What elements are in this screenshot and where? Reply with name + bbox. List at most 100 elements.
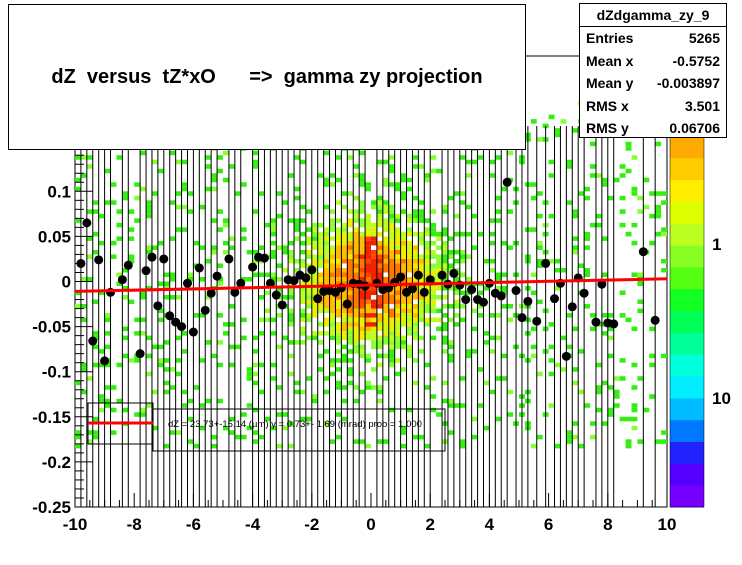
- histogram-cell: [140, 186, 147, 192]
- histogram-cell: [341, 358, 348, 363]
- histogram-cell: [211, 218, 218, 223]
- histogram-cell: [252, 407, 259, 413]
- histogram-cell: [341, 222, 348, 228]
- histogram-cell: [430, 394, 437, 399]
- histogram-cell: [353, 276, 360, 282]
- histogram-cell: [270, 425, 277, 431]
- histogram-cell: [424, 443, 431, 449]
- histogram-cell: [270, 331, 277, 336]
- histogram-cell: [365, 443, 371, 449]
- histogram-cell: [347, 155, 354, 160]
- histogram-cell: [554, 267, 561, 273]
- histogram-cell: [299, 326, 306, 332]
- histogram-cell: [483, 258, 490, 264]
- histogram-cell: [453, 213, 460, 219]
- histogram-cell: [311, 313, 318, 318]
- histogram-cell: [418, 164, 425, 169]
- histogram-cell: [453, 276, 460, 282]
- profile-point: [248, 262, 258, 272]
- histogram-cell: [347, 249, 354, 255]
- histogram-cell: [86, 376, 93, 381]
- histogram-cell: [382, 340, 389, 345]
- profile-point: [123, 260, 133, 270]
- histogram-cell: [560, 267, 567, 273]
- histogram-cell: [507, 150, 514, 156]
- histogram-cell: [400, 263, 407, 268]
- histogram-cell: [323, 258, 330, 264]
- histogram-cell: [329, 322, 336, 327]
- histogram-cell: [613, 177, 620, 183]
- histogram-cell: [465, 173, 472, 178]
- histogram-cell: [394, 182, 401, 187]
- histogram-cell: [661, 258, 667, 264]
- histogram-cell: [323, 204, 330, 210]
- histogram-cell: [489, 389, 496, 395]
- histogram-cell: [329, 304, 336, 309]
- histogram-cell: [258, 191, 265, 196]
- histogram-cell: [335, 299, 342, 305]
- histogram-cell: [341, 254, 348, 259]
- histogram-cell: [412, 267, 419, 273]
- histogram-cell: [276, 313, 283, 318]
- histogram-cell: [110, 240, 117, 246]
- histogram-cell: [376, 398, 383, 404]
- histogram-cell: [169, 295, 176, 300]
- histogram-cell: [412, 290, 419, 296]
- histogram-cell: [116, 281, 123, 287]
- histogram-cell: [181, 204, 188, 210]
- histogram-cell: [80, 367, 87, 372]
- histogram-cell: [140, 412, 147, 417]
- histogram-cell: [294, 195, 300, 201]
- histogram-cell: [317, 281, 324, 287]
- histogram-cell: [394, 299, 401, 305]
- histogram-cell: [566, 434, 573, 440]
- histogram-cell: [305, 295, 312, 300]
- histogram-cell: [347, 236, 354, 241]
- histogram-cell: [388, 317, 395, 323]
- histogram-cell: [436, 267, 443, 273]
- histogram-cell: [643, 204, 650, 210]
- histogram-cell: [282, 335, 289, 341]
- histogram-cell: [276, 443, 283, 449]
- histogram-cell: [590, 164, 596, 169]
- histogram-cell: [347, 349, 354, 354]
- histogram-cell: [335, 304, 342, 309]
- histogram-cell: [353, 258, 360, 264]
- profile-point: [135, 349, 145, 359]
- histogram-cell: [341, 245, 348, 250]
- histogram-cell: [406, 304, 413, 309]
- histogram-cell: [317, 222, 324, 228]
- histogram-cell: [442, 335, 448, 341]
- histogram-cell: [329, 258, 336, 264]
- histogram-cell: [116, 362, 123, 368]
- histogram-cell: [335, 340, 342, 345]
- histogram-cell: [442, 245, 448, 250]
- histogram-cell: [536, 434, 543, 440]
- histogram-cell: [388, 245, 395, 250]
- histogram-cell: [86, 164, 93, 169]
- histogram-cell: [311, 272, 318, 277]
- histogram-cell: [110, 200, 117, 205]
- histogram-cell: [465, 353, 472, 359]
- histogram-cell: [631, 222, 638, 228]
- histogram-cell: [613, 394, 620, 399]
- histogram-cell: [359, 353, 366, 359]
- histogram-cell: [459, 317, 466, 323]
- stats-key: RMS x: [586, 97, 629, 114]
- histogram-cell: [169, 385, 176, 390]
- profile-point: [88, 336, 98, 346]
- histogram-cell: [424, 173, 431, 178]
- histogram-cell: [382, 335, 389, 341]
- histogram-cell: [329, 227, 336, 232]
- histogram-cell: [376, 249, 383, 255]
- histogram-cell: [530, 353, 537, 359]
- histogram-cell: [501, 376, 508, 381]
- profile-point: [200, 305, 210, 315]
- histogram-cell: [376, 304, 383, 309]
- histogram-cell: [548, 173, 555, 178]
- histogram-cell: [341, 398, 348, 404]
- histogram-cell: [205, 186, 212, 192]
- histogram-cell: [317, 263, 324, 268]
- histogram-cell: [323, 267, 330, 273]
- histogram-cell: [311, 304, 318, 309]
